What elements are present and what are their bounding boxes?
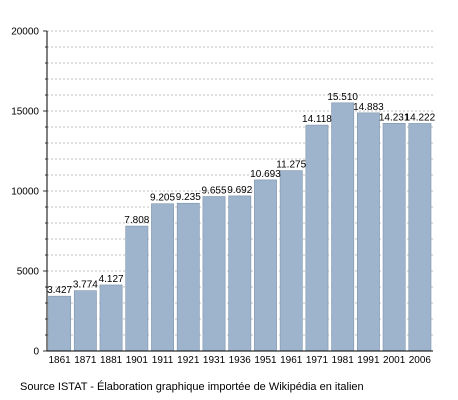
data-label: 3.427 <box>47 285 72 296</box>
x-tick-label: 1936 <box>229 355 252 366</box>
data-label: 3.774 <box>73 280 98 291</box>
x-tick-label: 1981 <box>332 355 355 366</box>
source-note: Source ISTAT - Élaboration graphique imp… <box>20 381 364 393</box>
data-label: 14.118 <box>302 114 332 125</box>
bar <box>305 124 329 352</box>
x-tick-label: 1961 <box>280 355 303 366</box>
x-tick-label: 1911 <box>152 355 174 366</box>
x-tick-label: 1991 <box>357 355 380 366</box>
bar <box>408 123 432 352</box>
data-label: 10.693 <box>250 169 281 180</box>
x-tick-label: 1971 <box>306 355 329 366</box>
data-label: 9.205 <box>150 193 175 204</box>
y-tick-label: 10000 <box>11 187 39 198</box>
data-label: 4.127 <box>99 274 124 285</box>
x-tick-label: 1861 <box>48 355 71 366</box>
x-tick-label: 1901 <box>126 355 149 366</box>
x-tick-label: 2001 <box>383 355 406 366</box>
data-label: 15.510 <box>327 92 358 103</box>
data-label: 14.231 <box>379 112 410 123</box>
bar <box>382 123 406 352</box>
bar <box>202 196 226 352</box>
data-label: 9.235 <box>176 192 201 203</box>
x-tick-label: 1881 <box>100 355 123 366</box>
x-tick-label: 1931 <box>203 355 226 366</box>
bar <box>99 284 123 352</box>
y-tick-label: 5000 <box>17 267 40 278</box>
data-label: 14.883 <box>353 102 384 113</box>
data-label: 14.222 <box>405 112 436 123</box>
bar-series <box>48 102 432 352</box>
bar <box>176 202 200 352</box>
data-label: 7.808 <box>124 215 149 226</box>
bar <box>331 102 355 352</box>
bar <box>254 179 277 352</box>
y-axis-ticks: 0 5000 10000 15000 20000 <box>11 27 47 358</box>
y-tick-label: 15000 <box>11 107 39 118</box>
bar <box>125 225 149 352</box>
data-label: 9.692 <box>227 185 252 196</box>
x-tick-label: 1871 <box>74 355 97 366</box>
bar <box>279 170 303 352</box>
bar <box>356 112 380 352</box>
x-tick-label: 2006 <box>409 355 432 366</box>
y-tick-label: 0 <box>33 347 39 358</box>
bar <box>228 195 252 352</box>
x-axis-ticks: 1861 1871 1881 1901 1911 1921 1931 1936 1951 1961… <box>48 355 431 366</box>
data-label: 9.655 <box>202 186 227 197</box>
data-label: 11.275 <box>276 160 306 171</box>
x-tick-label: 1921 <box>177 355 200 366</box>
y-tick-label: 20000 <box>11 27 39 38</box>
bar <box>151 203 174 352</box>
x-tick-label: 1951 <box>254 355 277 366</box>
bar <box>48 295 72 352</box>
bar <box>73 290 97 352</box>
